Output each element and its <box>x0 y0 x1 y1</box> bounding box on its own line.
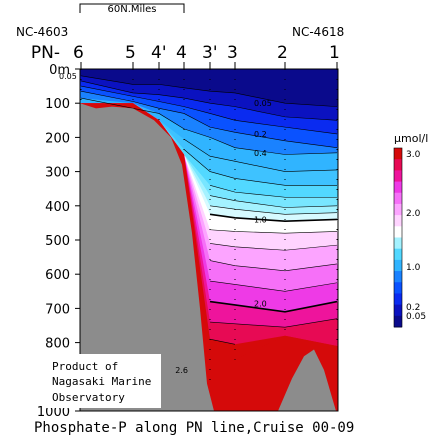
y-tick-label: 1000 <box>37 405 70 420</box>
colorbar-outline <box>393 147 403 328</box>
colorbar-label: 1.0 <box>406 263 421 273</box>
station-labels: 6 5 4' 4 3' 3 2 1 <box>73 43 340 69</box>
y-tick-label: 700 <box>45 302 70 317</box>
y-tick-label: 200 <box>45 131 70 146</box>
credit-line-3: Observatory <box>52 391 125 404</box>
seamount <box>278 349 336 411</box>
colorbar-swatch <box>394 282 402 294</box>
contour-line <box>209 184 337 198</box>
contour-line <box>209 280 338 292</box>
colorbar-label: 2.0 <box>406 209 421 219</box>
contour-line <box>80 75 338 107</box>
contour-labels: 0.05 0.05 0.2 0.4 1.0 2.0 2.6 <box>59 72 272 375</box>
chart-title: Phosphate-P along PN line,Cruise 00-09 <box>34 420 354 436</box>
colorbar-swatch <box>394 215 402 227</box>
colorbar-swatch <box>394 315 402 328</box>
contour-label: 2.0 <box>254 299 267 308</box>
colorbar-label: 0.05 <box>406 312 426 322</box>
colorbar-unit: μmol/l <box>394 132 428 145</box>
contour-label: 1.0 <box>254 215 267 224</box>
contour-line <box>80 80 338 121</box>
contour-line <box>209 213 338 222</box>
station-casts <box>80 69 338 384</box>
contour-line <box>209 338 236 345</box>
credit-line-2: Nagasaki Marine <box>52 375 151 388</box>
colorbar-swatch <box>394 248 402 261</box>
station-label: 3 <box>227 43 238 63</box>
y-tick-label: 0m <box>49 63 70 78</box>
contour-line <box>209 260 338 272</box>
contour-line <box>80 90 338 148</box>
scale-bar <box>79 3 185 13</box>
colorbar-swatch <box>394 181 402 194</box>
contour-line <box>209 229 338 234</box>
contour-line <box>209 243 338 251</box>
contour-label: 0.2 <box>254 130 267 139</box>
contour-line <box>209 205 338 215</box>
station-label: 3' <box>202 43 218 63</box>
y-tick-label: 500 <box>45 234 70 249</box>
contour-line <box>209 195 338 208</box>
colorbar-swatch <box>394 192 402 205</box>
contour-line <box>183 138 338 172</box>
contour-line <box>80 97 338 155</box>
y-tick-label: 600 <box>45 268 70 283</box>
y-tick-label: 400 <box>45 200 70 215</box>
credit-box: Product of Nagasaki Marine Observatory <box>45 354 161 408</box>
contour-line <box>183 149 337 186</box>
colorbar-swatch <box>394 203 402 216</box>
station-label: 6 <box>73 43 84 63</box>
contour-line <box>80 85 338 135</box>
colorbar: μmol/l 3.0 2.0 1.0 0.20.05 <box>393 132 428 328</box>
colorbar-swatch <box>394 226 402 238</box>
continental-shelf <box>80 103 214 411</box>
contour-line <box>209 300 338 313</box>
colorbar-swatch <box>394 271 402 283</box>
contour-label: 0.05 <box>59 72 77 81</box>
y-tick-label: 800 <box>45 337 70 352</box>
contour-label: 0.4 <box>254 149 267 158</box>
station-prefix: PN- <box>31 43 60 63</box>
y-tick-label: 300 <box>45 166 70 181</box>
station-label: 1 <box>329 43 340 63</box>
station-label: 4 <box>176 43 187 63</box>
credit-line-1: Product of <box>52 360 118 373</box>
station-label: 5 <box>125 43 136 63</box>
contour-label: 0.05 <box>254 99 272 108</box>
top-annotations: 60N.Miles NC-4603 NC-4618 PN- <box>16 3 344 63</box>
colorbar-label: 0.2 <box>406 303 420 313</box>
colorbar-label: 3.0 <box>406 150 421 160</box>
contour-label: 2.6 <box>175 366 188 375</box>
bathymetry <box>80 103 336 411</box>
colorbar-swatch <box>394 259 402 272</box>
colorbar-swatch <box>394 148 402 160</box>
scale-bar-label: 60N.Miles <box>108 4 157 15</box>
colorbar-swatch <box>394 159 402 171</box>
station-label: 2 <box>277 43 288 63</box>
colorbar-swatch <box>394 293 402 306</box>
contour-lines <box>80 75 338 345</box>
colorbar-swatch <box>394 237 402 250</box>
colorbar-swatch <box>394 170 402 183</box>
colorbar-swatch <box>394 304 402 317</box>
y-tick-label: 100 <box>45 97 70 112</box>
station-label: 4' <box>151 43 167 63</box>
right-station-code: NC-4618 <box>292 25 344 39</box>
contour-line <box>209 318 338 328</box>
left-station-code: NC-4603 <box>16 25 68 39</box>
